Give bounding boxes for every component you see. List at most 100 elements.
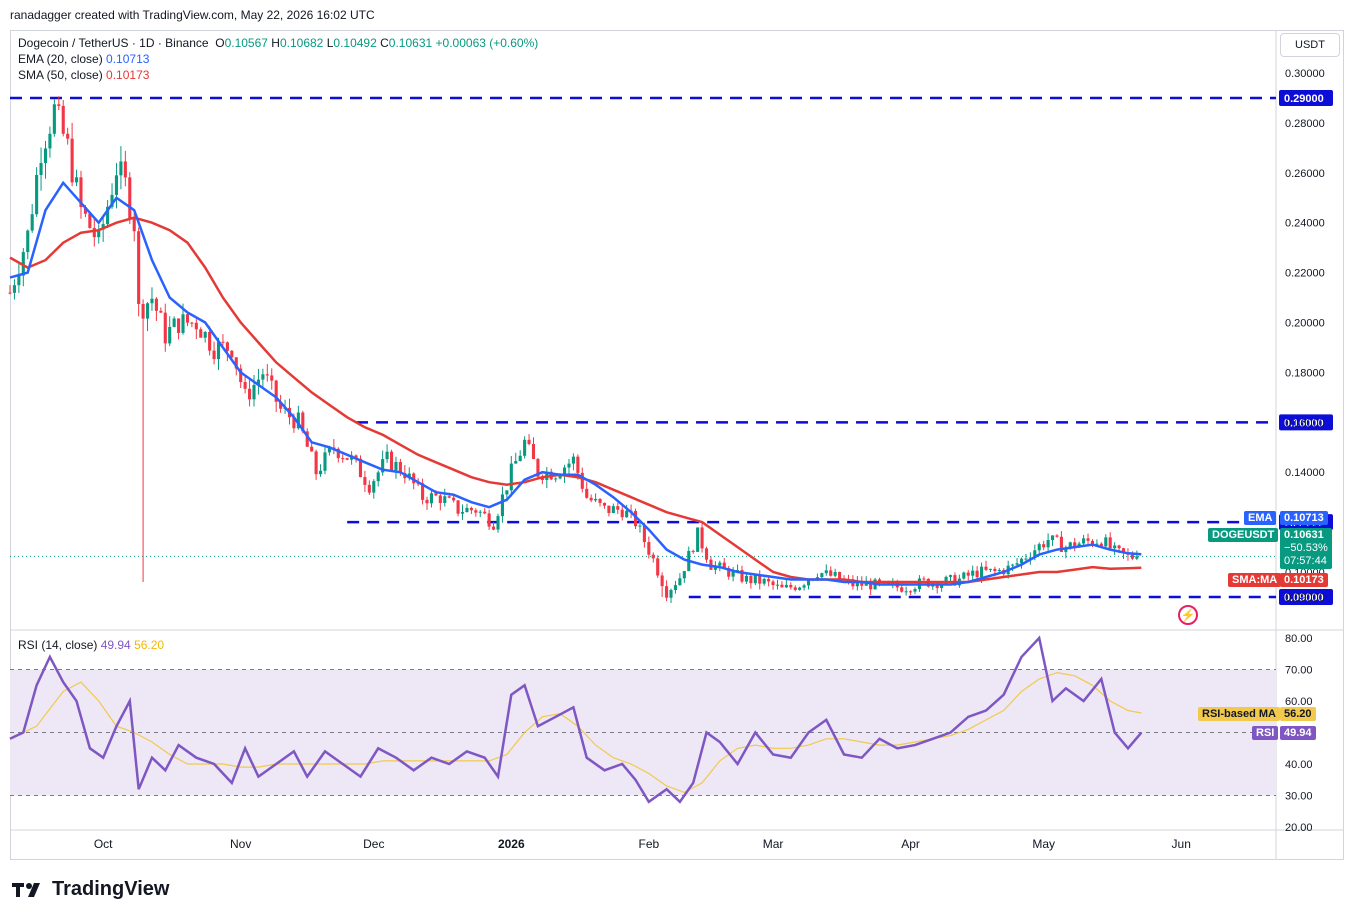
candle-body — [314, 451, 318, 475]
candle-body — [660, 575, 664, 587]
candle-body — [70, 138, 74, 183]
candle-body — [500, 494, 504, 517]
candle-body — [855, 581, 859, 587]
candle-body — [753, 575, 757, 584]
candle-body — [150, 298, 154, 304]
candle-body — [598, 498, 602, 503]
currency-button[interactable]: USDT — [1280, 33, 1340, 57]
rsi-tick-label: 20.00 — [1285, 822, 1313, 834]
candle-body — [673, 585, 678, 590]
candle-body — [642, 525, 646, 543]
candle-body — [8, 292, 12, 294]
candle-body — [487, 513, 491, 527]
candle-body — [110, 194, 114, 207]
candle-body — [358, 458, 363, 478]
candle-body — [718, 562, 722, 566]
candle-body — [704, 548, 709, 560]
candle-body — [43, 148, 48, 164]
candle-body — [922, 578, 926, 580]
moving-averages — [9, 180, 1142, 586]
candle-body — [1055, 535, 1059, 537]
candle-body — [460, 512, 465, 514]
candle-body — [425, 499, 429, 504]
change-value: +0.00063 (+0.60%) — [435, 36, 539, 50]
candle-body — [216, 341, 221, 360]
candle-body — [656, 558, 660, 576]
candle-body — [181, 314, 185, 333]
candle-body — [1108, 537, 1112, 549]
candle-body — [744, 575, 748, 582]
candle-body — [270, 375, 274, 381]
candle-body — [456, 500, 460, 514]
candle-body — [256, 379, 260, 385]
candle-body — [620, 509, 624, 518]
candle-body — [421, 483, 425, 500]
candle-body — [376, 472, 380, 482]
time-tick-label: Nov — [230, 837, 251, 851]
candle-body — [625, 510, 629, 518]
legend-ema[interactable]: EMA (20, close) 0.10713 — [18, 51, 149, 67]
candle-body — [909, 591, 913, 593]
candle-body — [465, 507, 469, 513]
candle-body — [731, 570, 735, 577]
symbol-tag-name: DOGEUSDT — [1208, 528, 1279, 542]
legend-rsi[interactable]: RSI (14, close) 49.94 56.20 — [18, 637, 164, 653]
candle-body — [194, 322, 198, 330]
candle-body — [647, 542, 651, 555]
candle-body — [305, 431, 309, 447]
candle-body — [274, 380, 278, 402]
candle-body — [101, 224, 105, 230]
ema-20-line — [9, 180, 1142, 586]
candle-body — [168, 326, 172, 344]
candle-body — [372, 481, 376, 493]
tradingview-logo-icon — [12, 882, 40, 897]
candle-body — [665, 586, 669, 598]
candle-body — [948, 575, 953, 577]
candle-body — [159, 310, 163, 313]
sma-value: 0.10173 — [106, 68, 150, 82]
brand-logo[interactable]: TradingView — [12, 878, 169, 901]
brand-text: TradingView — [52, 878, 170, 900]
chart-frame — [10, 30, 1344, 860]
candle-body — [145, 303, 150, 319]
candle-body — [1028, 557, 1032, 559]
level-price-label: 0.29000 — [1284, 93, 1324, 105]
candle-body — [767, 578, 771, 582]
candle-body — [12, 285, 16, 293]
open-value: 0.10567 — [224, 36, 268, 50]
rsi-tag-name: RSI — [1252, 726, 1279, 740]
candle-body — [261, 374, 265, 380]
candle-body — [381, 459, 385, 473]
candle-body — [341, 458, 345, 460]
legend-sma[interactable]: SMA (50, close) 0.10173 — [18, 67, 149, 83]
time-tick-label: Oct — [94, 837, 113, 851]
candle-body — [1099, 543, 1103, 547]
rsi-label: RSI (14, close) — [18, 638, 98, 652]
candle-body — [1033, 550, 1037, 558]
candle-body — [301, 412, 305, 432]
lightning-icon[interactable]: ⚡ — [1178, 605, 1198, 625]
candle-body — [57, 104, 61, 106]
rsi-line — [9, 635, 1143, 804]
time-tick-label: Apr — [901, 837, 920, 851]
candle-body — [696, 527, 700, 552]
candle-body — [900, 587, 904, 592]
candle-body — [607, 505, 611, 514]
candle-body — [1090, 540, 1095, 545]
candle-body — [966, 572, 970, 576]
time-tick-label: Feb — [638, 837, 659, 851]
candle-body — [416, 483, 420, 485]
candle-body — [505, 490, 509, 495]
candles — [8, 96, 1139, 604]
candle-body — [1015, 563, 1019, 565]
symbol-tag-change: −50.53% — [1284, 542, 1328, 554]
candle-body — [345, 458, 349, 460]
candle-body — [469, 507, 473, 511]
candle-body — [806, 580, 811, 586]
candle-body — [775, 584, 780, 586]
candle-body — [554, 478, 558, 480]
candle-body — [971, 570, 975, 576]
candle-body — [633, 510, 638, 527]
candle-body — [838, 572, 842, 580]
